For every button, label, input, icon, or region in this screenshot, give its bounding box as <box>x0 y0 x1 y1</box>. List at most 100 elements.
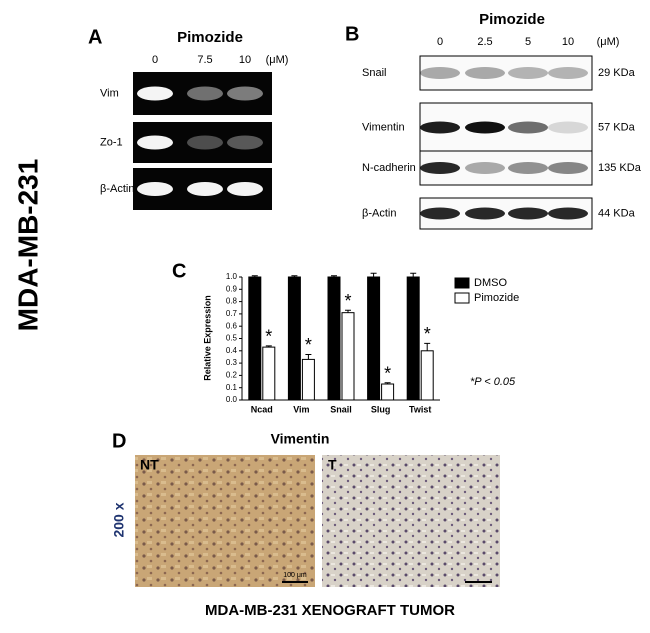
legend-label: Pimozide <box>474 292 519 304</box>
panel-label: B <box>345 23 359 45</box>
note: *P < 0.05 <box>470 376 516 388</box>
y-tick-label: 0.7 <box>226 309 238 318</box>
row-label: β-Actin <box>362 207 396 219</box>
blot <box>419 55 593 91</box>
band <box>548 67 588 79</box>
y-tick-label: 0.8 <box>226 297 238 306</box>
row-label: Vimentin <box>362 121 405 133</box>
significance: * <box>265 327 272 347</box>
size-label: 29 KDa <box>598 67 636 79</box>
caption: MDA-MB-231 XENOGRAFT TUMOR <box>205 602 455 619</box>
error-bar <box>265 345 272 348</box>
y-tick-label: 0.6 <box>226 321 238 330</box>
error-bar <box>331 275 337 277</box>
error-bar <box>291 275 298 277</box>
bar <box>420 350 434 401</box>
band <box>227 135 263 150</box>
y-axis-label: Relative Expression <box>202 295 212 381</box>
size-label: 44 KDa <box>598 207 636 219</box>
error-bar <box>384 382 391 385</box>
band <box>420 67 460 79</box>
band <box>465 162 505 174</box>
y-tick-label: 0.4 <box>226 346 238 355</box>
dose-label: 7.5 <box>197 54 212 66</box>
band <box>187 135 223 150</box>
band <box>187 86 223 101</box>
band <box>420 121 460 134</box>
dose-label: (μM) <box>597 36 620 48</box>
error-bar <box>424 342 431 351</box>
band <box>508 162 548 174</box>
y-tick-label: 0.1 <box>226 383 238 392</box>
bar <box>341 312 355 401</box>
dose-label: 5 <box>525 36 531 48</box>
y-tick-label: 0.0 <box>226 395 238 404</box>
dose-label: 2.5 <box>477 36 492 48</box>
panel-d: D Vimentin 200 x NT T 100 μm MDA-MB-231 … <box>111 430 500 619</box>
scale-label: 100 μm <box>283 572 307 579</box>
significance: * <box>344 291 351 311</box>
treatment: Pimozide <box>177 29 243 46</box>
error-bar <box>305 353 312 360</box>
image-label: T <box>328 457 337 473</box>
band <box>465 67 505 79</box>
band <box>548 121 588 134</box>
treatment: Pimozide <box>479 11 545 28</box>
panel-a: A Pimozide 0 7.5 10 (μM) Vim Zo-1 β-Actin <box>88 26 288 210</box>
y-tick-label: 0.3 <box>226 358 238 367</box>
error-bar <box>345 309 351 313</box>
band <box>548 207 588 220</box>
dose-label: 10 <box>239 54 251 66</box>
row-label: Zo-1 <box>100 136 123 148</box>
band <box>137 135 173 150</box>
image-label: NT <box>140 457 159 473</box>
x-tick-label: Slug <box>371 404 391 414</box>
ihc-image <box>135 455 315 587</box>
panel-b: B Pimozide 0 2.5 5 10 (μM) Snail 29 KDa Vimenti… <box>345 11 642 230</box>
dose-label: 10 <box>562 36 574 48</box>
band <box>137 86 173 101</box>
panel-label: D <box>112 430 126 452</box>
y-tick-label: 0.2 <box>226 371 238 380</box>
side-label: MDA-MB-231 <box>12 159 43 332</box>
band <box>227 86 263 101</box>
bar <box>262 346 276 401</box>
band <box>227 182 263 196</box>
error-bar <box>410 272 417 277</box>
y-tick-label: 0.9 <box>226 284 238 293</box>
band <box>465 207 505 220</box>
legend-swatch <box>454 292 470 304</box>
significance: * <box>305 335 312 355</box>
band <box>508 67 548 79</box>
band <box>548 162 588 174</box>
y-tick-label: 1.0 <box>226 272 238 281</box>
band <box>508 121 548 134</box>
error-bar <box>370 272 377 277</box>
bar <box>287 276 301 401</box>
y-tick-label: 0.5 <box>226 334 238 343</box>
significance: * <box>384 364 391 384</box>
band <box>465 121 505 134</box>
band <box>137 182 173 196</box>
x-tick-label: Ncad <box>251 404 273 414</box>
bar <box>381 383 395 401</box>
size-label: 57 KDa <box>598 121 636 133</box>
panel-label: C <box>172 260 186 282</box>
stain: Vimentin <box>271 431 330 447</box>
bar <box>248 276 262 401</box>
panel-c: C Relative Expression *P < 0.05 0.0 0.1 0.… <box>172 260 519 414</box>
band <box>420 162 460 174</box>
size-label: 135 KDa <box>598 162 642 174</box>
bar <box>367 276 381 401</box>
magnification: 200 x <box>111 502 127 537</box>
dose-label: 0 <box>437 36 443 48</box>
row-label: Snail <box>362 67 386 79</box>
band <box>187 182 223 196</box>
row-label: β-Actin <box>100 183 134 195</box>
panel-label: A <box>88 26 102 48</box>
band <box>508 207 548 220</box>
significance: * <box>424 324 431 344</box>
band <box>420 207 460 220</box>
ihc-image <box>322 455 500 587</box>
